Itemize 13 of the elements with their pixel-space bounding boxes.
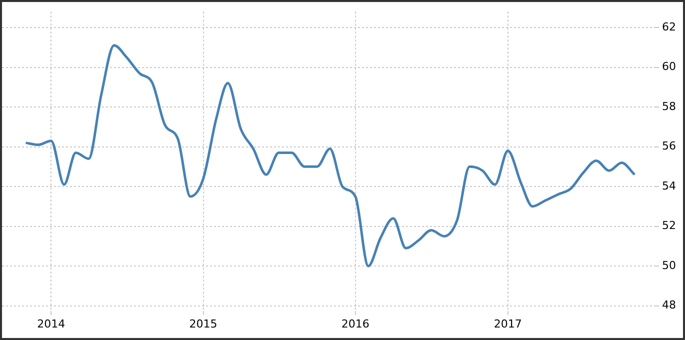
x-tick-label: 2017	[494, 317, 522, 330]
y-tick-label: 58	[662, 100, 676, 113]
x-tick-label: 2014	[37, 317, 66, 330]
line-series	[24, 44, 636, 268]
y-tick-label: 60	[662, 60, 676, 74]
y-tick-label: 52	[662, 219, 676, 232]
x-tick-label: 2016	[341, 317, 370, 330]
y-tick-label: 62	[662, 20, 676, 34]
y-tick-label: 50	[662, 258, 676, 272]
y-tick-label: 56	[662, 140, 676, 153]
y-tick-label: 54	[662, 179, 676, 192]
x-tick-label: 2015	[189, 317, 218, 330]
y-tick-label: 48	[662, 298, 676, 312]
